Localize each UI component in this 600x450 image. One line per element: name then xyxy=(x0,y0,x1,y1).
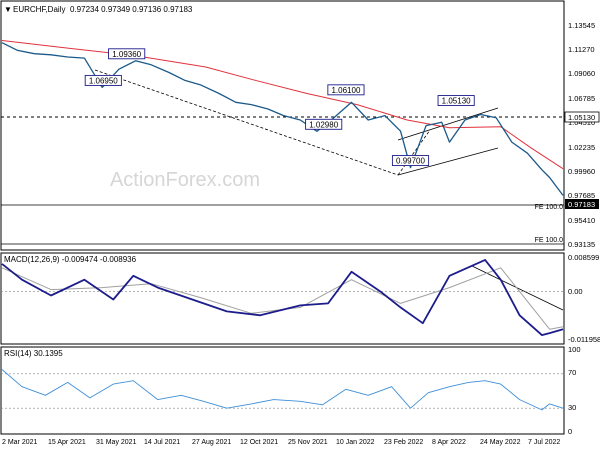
annotation-label: 1.06950 xyxy=(89,76,118,85)
channel-upper xyxy=(397,107,499,141)
x-tick: 10 Jan 2022 xyxy=(336,439,375,446)
price-tick: 0.99960 xyxy=(568,167,595,176)
rsi-tick: 30 xyxy=(568,403,576,412)
watermark: ActionForex.com xyxy=(110,169,260,191)
x-tick: 8 Apr 2022 xyxy=(432,439,466,446)
price-tick: 1.06785 xyxy=(568,94,595,103)
macd-group xyxy=(1,258,564,337)
annotation-box xyxy=(305,118,343,130)
rsi-group xyxy=(1,369,564,411)
macd-line xyxy=(1,258,564,337)
rsi-label: RSI(14) 30.1395 xyxy=(4,349,63,358)
macd-label: MACD(12,26,9) -0.009474 -0.008936 xyxy=(4,255,137,264)
level-badge xyxy=(564,111,600,123)
fe-label-1: FE 100.0 xyxy=(535,204,564,211)
chart-symbol-icon: ▼ xyxy=(4,5,12,14)
annotation-box xyxy=(84,74,122,86)
rsi-y-axis: 100 70 30 0 xyxy=(568,345,581,436)
price-tick: 0.95410 xyxy=(568,216,595,225)
macd-y-axis: 0.008599 0.00 -0.011958 xyxy=(568,253,600,344)
price-tick: 0.93135 xyxy=(568,240,595,249)
macd-tick: 0.008599 xyxy=(568,253,599,262)
annotation-label: 0.99700 xyxy=(396,157,425,166)
annotation-label: 1.05130 xyxy=(442,97,471,106)
x-tick: 27 Aug 2021 xyxy=(192,439,231,446)
price-tick: 0.97685 xyxy=(568,191,595,200)
macd-tick: 0.00 xyxy=(568,287,583,296)
x-tick: 24 May 2022 xyxy=(480,439,521,446)
macd-panel xyxy=(0,252,565,345)
rsi-panel xyxy=(0,346,565,435)
price-tick: 1.02235 xyxy=(568,143,595,152)
fe-projection-line xyxy=(397,129,431,176)
rsi-tick: 100 xyxy=(568,345,581,354)
price-tick: 1.09060 xyxy=(568,69,595,78)
annotation-box xyxy=(391,155,430,167)
price-panel xyxy=(0,0,565,251)
x-tick: 25 Nov 2021 xyxy=(288,439,328,446)
price-tick: 1.11270 xyxy=(568,45,595,54)
x-tick: 2 Mar 2021 xyxy=(2,439,38,446)
x-tick: 12 Oct 2021 xyxy=(240,439,278,446)
price-badge-text: 0.97183 xyxy=(568,200,595,209)
x-tick: 14 Jul 2021 xyxy=(144,439,180,446)
price-tick: 1.04510 xyxy=(568,118,595,127)
annotation-label: 1.06100 xyxy=(331,86,360,95)
chart-ohlc: 0.97234 0.97349 0.97136 0.97183 xyxy=(70,5,193,14)
chart-symbol: EURCHF,Daily xyxy=(13,5,65,14)
x-tick: 23 Feb 2022 xyxy=(384,439,423,446)
annotation-label: 1.09360 xyxy=(112,50,141,59)
annotation-label: 1.02980 xyxy=(309,120,338,129)
rsi-tick: 0 xyxy=(568,427,572,436)
channel-lower xyxy=(397,147,499,176)
price-badge xyxy=(565,199,599,209)
annotation-box xyxy=(108,48,146,60)
macd-signal-line xyxy=(1,267,564,330)
rsi-tick: 70 xyxy=(568,368,576,377)
x-tick: 15 Apr 2021 xyxy=(48,439,86,446)
annotation-box xyxy=(437,95,475,106)
x-axis: 2 Mar 2021 15 Apr 2021 31 May 2021 14 Ju… xyxy=(2,439,560,446)
annotations-group: 1.09360 1.06950 1.06100 1.02980 0.99700 1.051… xyxy=(84,48,475,167)
rsi-line xyxy=(1,369,564,411)
price-tick: 1.13545 xyxy=(568,21,595,30)
price-y-axis: 1.13545 1.11270 1.09060 1.06785 1.04510 … xyxy=(568,21,595,249)
price-line xyxy=(1,42,564,196)
x-tick: 31 May 2021 xyxy=(96,439,137,446)
x-tick: 7 Jul 2022 xyxy=(528,439,560,446)
fe-label-2: FE 100.0 xyxy=(535,237,564,244)
macd-tick: -0.011958 xyxy=(568,335,600,344)
level-badge-text: 1.05130 xyxy=(568,113,595,122)
annotation-box xyxy=(327,84,365,96)
long-trendline xyxy=(94,69,399,176)
